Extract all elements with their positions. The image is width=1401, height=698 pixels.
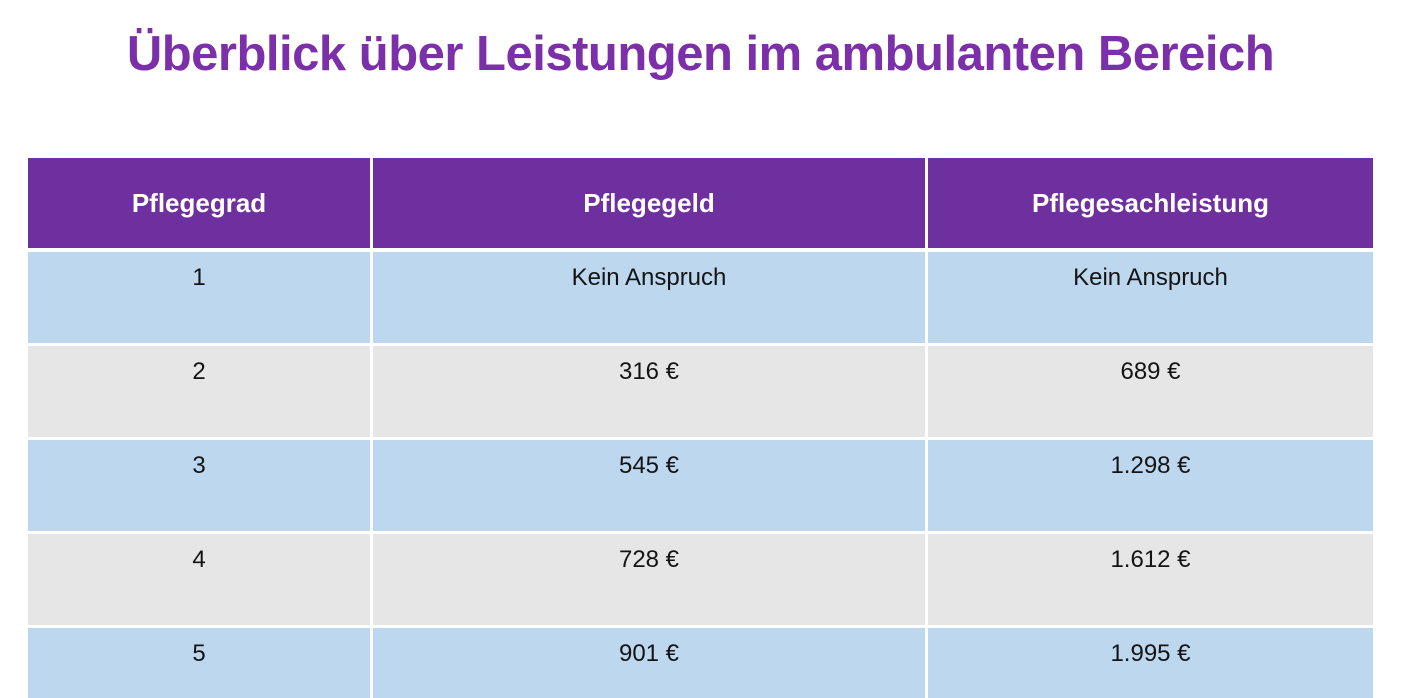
table-row: 1 Kein Anspruch Kein Anspruch (28, 252, 1373, 343)
cell-pflegegeld: 901 € (373, 628, 925, 698)
column-header-pflegegrad: Pflegegrad (28, 158, 370, 248)
cell-pflegegrad: 4 (28, 534, 370, 625)
cell-pflegegeld: 316 € (373, 346, 925, 437)
cell-pflegesachleistung: 689 € (928, 346, 1373, 437)
table-row: 3 545 € 1.298 € (28, 440, 1373, 531)
benefits-table: Pflegegrad Pflegegeld Pflegesachleistung… (28, 158, 1373, 698)
table-row: 5 901 € 1.995 € (28, 628, 1373, 698)
cell-pflegegrad: 5 (28, 628, 370, 698)
page-title: Überblick über Leistungen im ambulanten … (126, 27, 1275, 81)
column-header-pflegesachleistung: Pflegesachleistung (928, 158, 1373, 248)
cell-pflegegrad: 2 (28, 346, 370, 437)
table-header-row: Pflegegrad Pflegegeld Pflegesachleistung (28, 158, 1373, 248)
cell-pflegegrad: 1 (28, 252, 370, 343)
cell-pflegesachleistung: Kein Anspruch (928, 252, 1373, 343)
cell-pflegegeld: Kein Anspruch (373, 252, 925, 343)
slide: Überblick über Leistungen im ambulanten … (0, 27, 1401, 698)
cell-pflegesachleistung: 1.995 € (928, 628, 1373, 698)
cell-pflegegeld: 728 € (373, 534, 925, 625)
table-row: 2 316 € 689 € (28, 346, 1373, 437)
table-row: 4 728 € 1.612 € (28, 534, 1373, 625)
column-header-pflegegeld: Pflegegeld (373, 158, 925, 248)
cell-pflegesachleistung: 1.612 € (928, 534, 1373, 625)
cell-pflegegeld: 545 € (373, 440, 925, 531)
cell-pflegegrad: 3 (28, 440, 370, 531)
cell-pflegesachleistung: 1.298 € (928, 440, 1373, 531)
